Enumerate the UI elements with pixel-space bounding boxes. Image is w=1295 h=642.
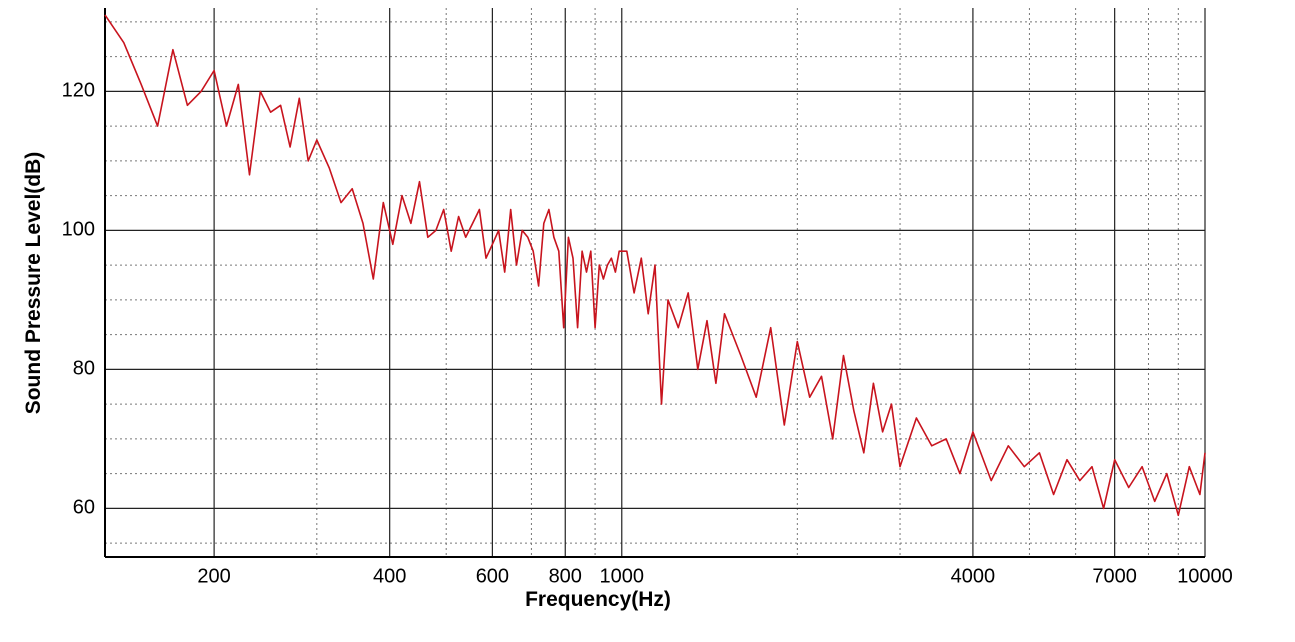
x-tick-label: 7000	[1092, 565, 1137, 587]
x-tick-label: 4000	[951, 565, 996, 587]
y-tick-label: 60	[73, 497, 95, 519]
data-line	[104, 14, 1206, 517]
x-tick-label: 1000	[600, 565, 645, 587]
x-tick-label: 10000	[1177, 565, 1233, 587]
y-axis-label: Sound Pressure Level(dB)	[22, 152, 45, 415]
y-tick-label: 100	[62, 219, 95, 241]
x-tick-label: 800	[549, 565, 582, 587]
y-tick-label: 120	[62, 80, 95, 102]
x-tick-label: 400	[373, 565, 406, 587]
x-axis-label: Frequency(Hz)	[525, 588, 671, 611]
x-tick-label: 600	[476, 565, 509, 587]
y-tick-label: 80	[73, 358, 95, 380]
x-tick-label: 200	[197, 565, 230, 587]
